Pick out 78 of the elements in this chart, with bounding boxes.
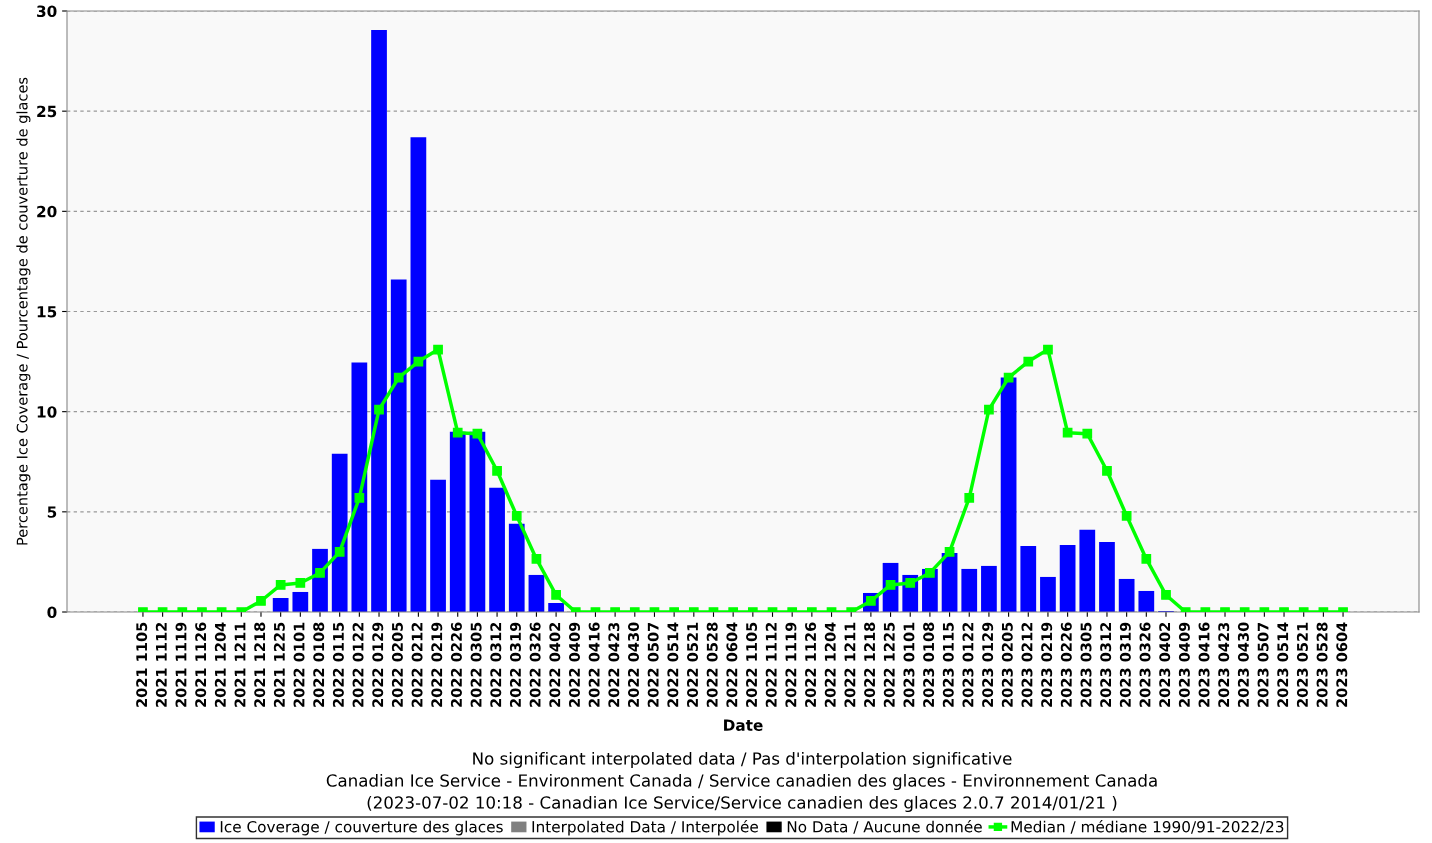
x-tick-label: 2023 0402 <box>1159 622 1171 707</box>
x-tick-label: 2022 0402 <box>549 622 561 707</box>
x-tick-label: 2022 1119 <box>785 622 797 707</box>
x-tick-label: 2023 0212 <box>1021 622 1033 707</box>
x-tick-label: 2022 0430 <box>627 622 640 707</box>
x-tick-label: 2023 0528 <box>1316 622 1328 707</box>
x-tick-label: 2022 0514 <box>667 622 679 707</box>
x-tick-label: 2022 0108 <box>313 622 325 707</box>
x-tick-label: 2022 0129 <box>372 622 384 707</box>
legend-label: Interpolated Data / Interpolée <box>532 820 758 836</box>
x-tick-label: 2021 1112 <box>155 622 167 707</box>
y-tick-label: 10 <box>37 406 57 418</box>
x-tick-label: 2022 0319 <box>509 622 521 707</box>
x-tick-label: 2022 0205 <box>391 622 403 707</box>
x-tick-label: 2022 1204 <box>824 622 836 707</box>
x-tick-label: 2023 0115 <box>942 622 954 707</box>
x-tick-label: 2023 0101 <box>903 622 915 707</box>
x-tick-label: 2023 0226 <box>1060 622 1072 707</box>
x-tick-label: 2022 0416 <box>588 622 600 707</box>
x-tick-label: 2023 0514 <box>1277 622 1289 707</box>
x-tick-label: 2021 1126 <box>195 622 207 707</box>
x-tick-label: 2021 1119 <box>175 622 187 707</box>
y-tick-label: 15 <box>37 306 57 318</box>
x-tick-label: 2021 1218 <box>254 622 266 707</box>
x-tick-label: 2023 0305 <box>1080 622 1092 707</box>
x-tick-label: 2022 0226 <box>450 622 462 707</box>
x-tick-label: 2023 0423 <box>1218 622 1230 707</box>
x-tick-label: 2022 0528 <box>706 622 718 707</box>
x-tick-label: 2023 0604 <box>1336 622 1348 707</box>
x-tick-label: 2021 1204 <box>214 622 226 707</box>
y-tick-label: 0 <box>47 606 57 619</box>
x-tick-label: 2022 0604 <box>726 622 738 707</box>
y-axis-title: Percentage Ice Coverage / Pourcentage de couverture de glaces <box>16 77 31 545</box>
x-tick-label: 2022 1211 <box>844 622 856 707</box>
y-tick-label: 30 <box>37 5 57 18</box>
x-tick-label: 2022 1105 <box>746 622 758 707</box>
text: No significant interpolated data / Pas d'interpolation significative <box>473 751 1012 769</box>
x-tick-label: 2022 1218 <box>864 622 876 707</box>
x-tick-label: 2022 1225 <box>883 622 895 707</box>
legend-label: No Data / Aucune donnée <box>787 820 982 834</box>
x-tick-label: 2022 0521 <box>687 622 699 707</box>
x-tick-label: 2022 0219 <box>431 622 443 707</box>
x-tick-label: 2022 0423 <box>608 622 620 707</box>
legend-label: Ice Coverage / couverture des glaces <box>220 820 503 836</box>
x-tick-label: 2022 1126 <box>805 622 817 707</box>
x-tick-label: 2023 0122 <box>962 622 974 707</box>
y-tick-label: 25 <box>37 105 57 118</box>
legend-label: Median / médiane 1990/91-2022/23 <box>1011 820 1284 834</box>
x-tick-label: 2023 0205 <box>1001 622 1013 707</box>
x-tick-label: 2022 0326 <box>529 622 541 707</box>
y-tick-label: 5 <box>47 506 57 518</box>
x-tick-label: 2022 0507 <box>647 622 659 707</box>
x-tick-label: 2021 1225 <box>273 622 285 707</box>
y-tick-label: 20 <box>37 205 57 218</box>
x-tick-label: 2023 0416 <box>1198 622 1210 707</box>
x-tick-label: 2022 0115 <box>332 622 344 707</box>
x-tick-label: 2023 0129 <box>982 622 994 707</box>
x-tick-label: 2022 0122 <box>352 622 364 707</box>
x-tick-label: 2023 0430 <box>1237 622 1249 707</box>
x-tick-label: 2023 0108 <box>923 622 935 707</box>
x-tick-label: 2022 1112 <box>765 622 777 707</box>
x-tick-label: 2022 0305 <box>470 622 482 707</box>
x-tick-label: 2023 0507 <box>1257 622 1269 707</box>
x-tick-label: 2023 0312 <box>1100 622 1112 707</box>
x-tick-label: 2023 0521 <box>1296 622 1308 707</box>
x-tick-label: 2022 0409 <box>568 622 580 707</box>
x-axis-title: Date <box>724 719 763 731</box>
x-tick-label: 2023 0409 <box>1178 622 1190 707</box>
x-tick-label: 2021 1105 <box>136 622 148 707</box>
x-tick-label: 2022 0101 <box>293 622 305 707</box>
text: (2023-07-02 10:18 - Canadian Ice Service/Service canadien des glaces 2.0.7 2014/01/21 ) <box>367 795 1117 813</box>
x-tick-label: 2021 1211 <box>234 622 246 707</box>
x-tick-label: 2023 0319 <box>1119 622 1131 707</box>
text: Canadian Ice Service - Environment Canada / Service canadien des glaces - Environnement Canada <box>326 773 1157 791</box>
x-tick-label: 2023 0326 <box>1139 622 1151 707</box>
x-tick-label: 2022 0212 <box>411 622 423 707</box>
x-tick-label: 2022 0312 <box>490 622 502 707</box>
x-tick-label: 2023 0219 <box>1041 622 1053 707</box>
